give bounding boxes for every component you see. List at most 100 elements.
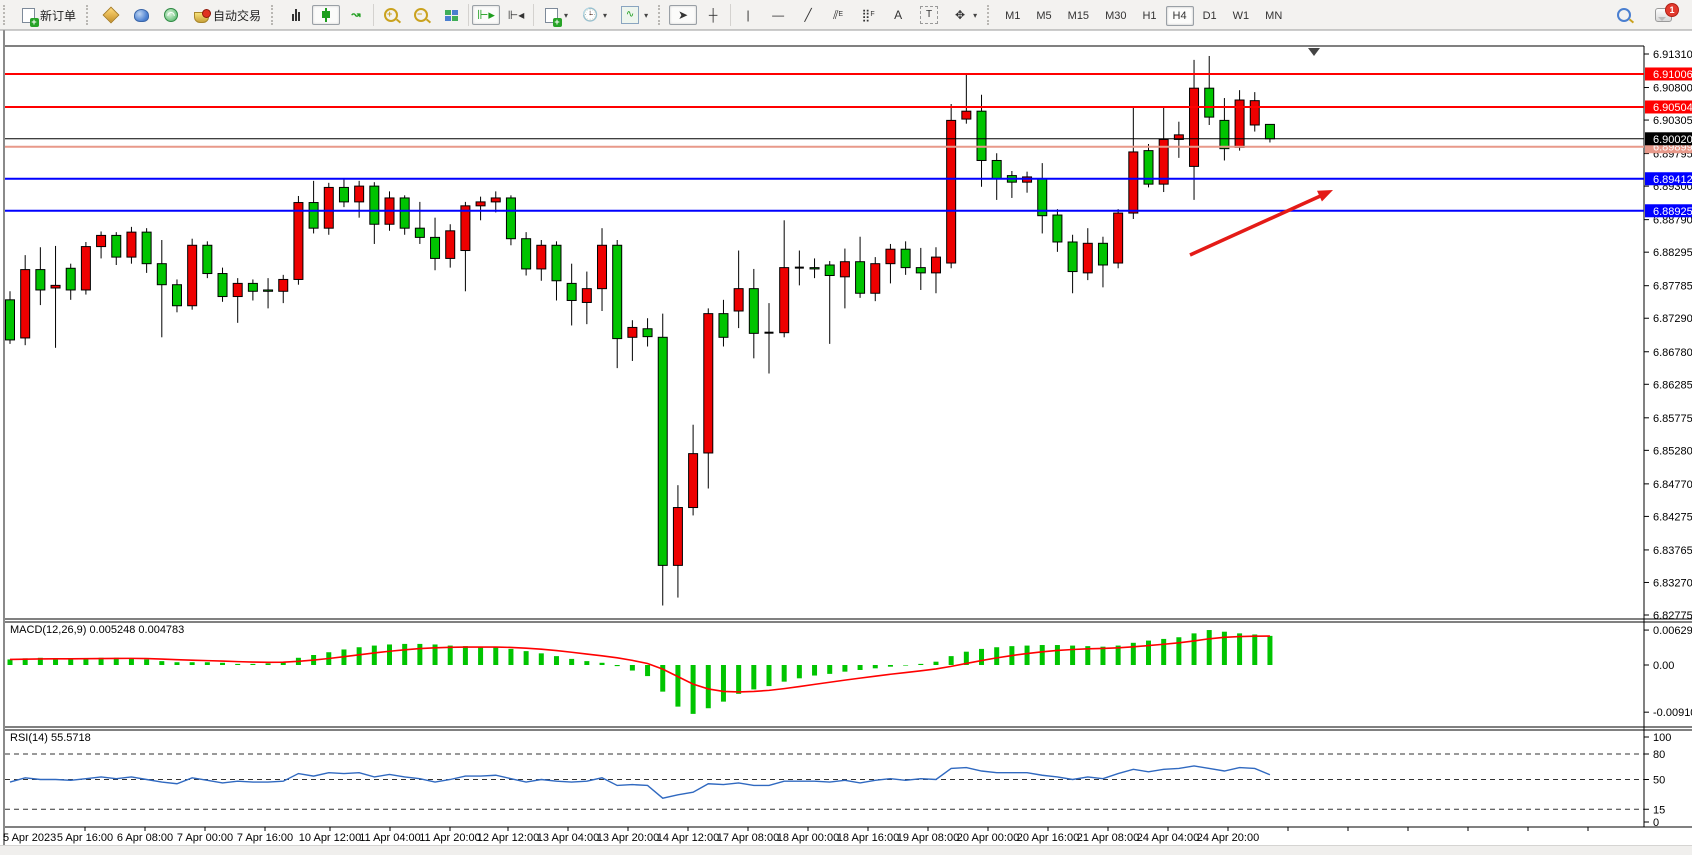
timeframe-W1[interactable]: W1 [1232,10,1250,22]
rsi-line [9,765,1271,799]
trend-arrow[interactable] [1189,190,1333,257]
cursor-button[interactable]: ➤ [669,5,698,25]
candle-body [50,284,61,289]
new-chart-button[interactable]: ▾ [537,5,574,27]
hline-tool-button[interactable]: — [764,5,792,25]
candlestick-chart-icon [318,7,334,23]
rsi-pane[interactable]: RSI(14) 55.5718 100 80 50 150 [5,732,1671,829]
crosshair-button[interactable]: ┼ [699,5,727,25]
price-tick-label: 6.84275 [1653,511,1692,523]
price-tick-label: 6.85280 [1653,445,1692,457]
candle-body [718,313,729,338]
toolbar-grip[interactable] [658,5,665,25]
search-button[interactable] [1611,5,1637,25]
price-tick-label: 6.88295 [1653,247,1692,259]
macd-pane[interactable]: MACD(12,26,9) 0.005248 0.004783 0.006294 0… [7,624,1692,719]
candle-body [338,186,349,203]
indicators-button[interactable]: ∿ ▾ [615,5,654,25]
period-button[interactable]: 🕒 ▾ [581,7,608,22]
signals-button[interactable]: ◠ [157,5,185,25]
timeframe-H1[interactable]: H1 [1142,10,1157,22]
timeframe-M5[interactable]: M5 [1036,10,1052,22]
line-chart-button[interactable]: ↝ [342,5,370,25]
price-tick-label: 6.90305 [1653,115,1692,127]
timeframe-M15[interactable]: M15 [1067,10,1090,22]
zoom-out-button[interactable]: − [407,5,435,25]
candle-body [156,263,167,286]
zoom-in-button[interactable]: + [377,5,405,25]
candle-body [445,230,456,259]
candlestick-chart-button[interactable] [312,5,341,25]
text-tool-button[interactable]: A [884,5,912,25]
toolbar-grip[interactable] [86,5,93,25]
candle-body [1219,119,1230,150]
zoom-out-icon: − [413,7,429,23]
candle-body [839,261,850,278]
signals-icon: ◠ [163,7,179,23]
candle-body [733,288,744,312]
bar-chart-icon [288,7,304,23]
candle-body [80,246,91,291]
time-tick-label: 5 Apr 16:00 [57,832,113,844]
candle-body [809,267,820,270]
line-chart-icon: ↝ [351,9,361,21]
price-tick-label: 6.86780 [1653,347,1692,359]
toolbar-grip[interactable] [3,5,10,25]
candle-body [278,278,289,292]
fibonacci-tool-button[interactable]: ⣿ F [854,5,882,25]
candle-body [1249,100,1260,126]
toolbar-grip[interactable] [271,5,278,25]
candle-body [111,234,122,258]
timeframe-H4[interactable]: H4 [1165,6,1194,26]
chart-shift-button[interactable]: ⊩◂ [502,5,530,25]
notifications-button[interactable]: 1 [1649,3,1679,25]
timeframe-M1[interactable]: M1 [1005,10,1021,22]
candle-body [217,273,228,298]
time-tick-label: 17 Apr 08:00 [717,832,779,844]
text-label-tool-button[interactable]: T [914,5,944,25]
strategy-tester-button[interactable] [127,5,155,25]
price-axis[interactable]: 6.913106.908006.903056.897956.893006.887… [1644,49,1692,622]
clock-icon: 🕒 [581,7,599,22]
time-tick-label: 10 Apr 12:00 [299,832,361,844]
candle-body [1097,242,1108,266]
candle-body [885,248,896,265]
candle-body [232,282,243,298]
rsi-axis-label: 50 [1653,775,1665,787]
price-badge-label: 6.88925 [1653,206,1692,218]
chart-shift-marker-icon[interactable] [1308,48,1320,56]
autotrade-button[interactable]: 自动交易 [187,5,267,25]
trendline-tool-button[interactable]: ╱ [794,5,822,25]
candle-body [1143,150,1154,185]
hline-icon: — [772,8,785,22]
toolbar-grip[interactable] [987,5,994,25]
rsi-axis-label: 80 [1653,749,1665,761]
vline-tool-button[interactable]: | [734,5,762,25]
timeframe-M30[interactable]: M30 [1105,10,1127,22]
time-tick-label: 5 Apr 2023 [3,832,56,844]
tile-windows-button[interactable] [437,5,465,25]
price-tick-label: 6.90800 [1653,83,1692,95]
bar-chart-button[interactable] [282,5,310,25]
time-axis[interactable]: 5 Apr 2023 5 Apr 16:00 6 Apr 08:00 7 Apr 00… [3,827,1589,844]
auto-scroll-button[interactable]: ⊩▸ [472,5,501,25]
price-tick-label: 6.87290 [1653,313,1692,325]
time-tick-label: 13 Apr 04:00 [537,832,599,844]
timeframe-D1[interactable]: D1 [1202,10,1217,22]
price-tick-label: 6.91310 [1653,49,1692,61]
price-tick-label: 6.85775 [1653,413,1692,425]
new-order-button[interactable]: 新订单 [14,5,82,27]
rsi-label: RSI(14) 55.5718 [10,732,91,744]
candle-body [946,119,957,264]
candle-body [430,236,441,259]
indicators-icon: ∿ [621,6,640,24]
arrows-tool-button[interactable]: ✥ ▾ [946,5,983,25]
time-tick-label: 14 Apr 12:00 [657,832,719,844]
candle-body [5,299,15,341]
main-toolbar: 新订单 ◠ 自动交易 ↝ + − ⊩▸ ⊩◂ ▾ 🕒▾ ∿▾ ➤ [0,0,1692,31]
timeframe-MN[interactable]: MN [1265,10,1283,22]
candle-body [915,267,926,274]
candle-body [1082,242,1093,274]
channel-tool-button[interactable]: ⫽ E [824,5,852,25]
